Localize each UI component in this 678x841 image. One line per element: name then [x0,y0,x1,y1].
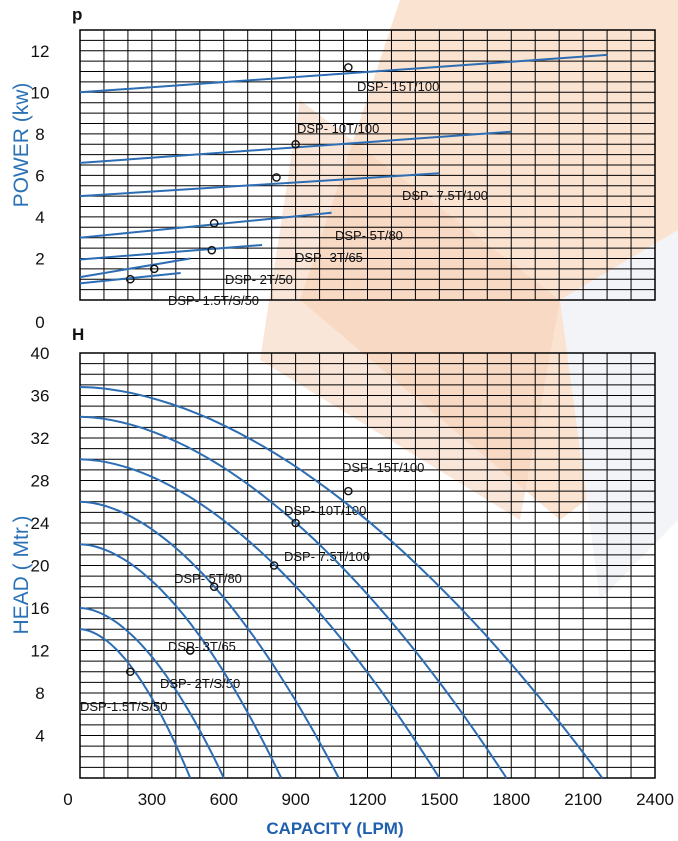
head-curve-line [79,500,340,779]
power-y-tick-label: 0 [35,313,44,332]
head-y-axis-title: HEAD ( Mtr.) [10,516,33,635]
head-curve-line [79,458,441,779]
head-series-label: DSP- 3T/65 [168,639,236,654]
power-curve-line [79,172,440,198]
head-y-tick-label: 32 [31,429,50,448]
head-plot-border [79,352,656,779]
head-series-label: DSP- 5T/80 [174,571,242,586]
x-tick-label: 0 [63,790,72,809]
head-y-tick-label: 20 [31,557,50,576]
x-axis-title: CAPACITY (LPM) [266,819,403,838]
power-duty-point [207,245,217,255]
head-series-label: DSP- 7.5T/100 [284,549,370,564]
power-series-label: DSP- 3T/65 [295,250,363,265]
head-y-tick-label: 12 [31,642,50,661]
grey-background-shape [560,230,678,600]
head-y-tick-label: 28 [31,472,50,491]
power-duty-point [272,173,281,182]
head-curve-line [79,628,192,779]
power-series-label: DSP- 5T/80 [335,228,403,243]
power-curve-line [79,272,181,285]
power-series-label: DSP- 7.5T/100 [402,188,488,203]
power-series-label: DSP- 15T/100 [357,79,439,94]
power-curve-line [79,257,191,279]
power-y-axis-title: POWER (kw) [10,83,33,208]
power-curve-line [79,211,332,239]
head-y-tick-label: 40 [31,344,50,363]
head-series-label: DSP- 2T/S/50 [160,676,240,691]
head-y-tick-label: 8 [35,684,44,703]
head-y-tick-label: 36 [31,387,50,406]
power-curve-line [79,53,608,94]
head-axis-letter: H [72,325,84,344]
head-duty-point [185,646,195,655]
power-duty-point [126,274,135,284]
power-plot-border [79,29,656,301]
x-tick-label: 1800 [492,790,530,809]
power-series-label: DSP- 10T/100 [297,121,379,136]
x-tick-label: 2400 [636,790,674,809]
power-y-tick-label: 10 [31,83,50,102]
power-duty-point [344,63,353,72]
head-curve-line [79,386,604,779]
head-series-label: DSP- 10T/100 [284,503,366,518]
power-y-tick-label: 8 [35,125,44,144]
head-y-tick-label: 4 [35,727,44,746]
x-tick-label: 900 [281,790,309,809]
x-tick-label: 600 [210,790,238,809]
power-y-tick-label: 2 [35,249,44,268]
power-duty-point [291,139,300,149]
head-series-label: DSP-1.5T/S/50 [80,699,167,714]
head-curve-line [79,607,225,779]
head-duty-point [269,561,279,570]
power-duty-point [209,218,219,228]
x-tick-label: 300 [138,790,166,809]
power-duty-point [149,264,159,274]
head-y-tick-label: 16 [31,599,50,618]
head-duty-point [344,486,353,496]
head-curve-line [79,543,283,779]
head-duty-point [291,518,300,528]
power-axis-letter: p [72,5,82,24]
x-tick-label: 1200 [349,790,387,809]
head-duty-point [126,667,135,677]
power-series-label: DSP- 2T/50 [225,272,293,287]
x-tick-label: 1500 [420,790,458,809]
head-series-label: DSP- 15T/100 [342,460,424,475]
head-y-tick-label: 24 [31,514,50,533]
power-curve-line [79,243,263,261]
x-tick-label: 2100 [564,790,602,809]
power-y-tick-label: 4 [35,208,44,227]
head-duty-point [209,582,219,592]
power-series-label: DSP- 1.5T/S/50 [168,293,259,308]
power-y-tick-label: 12 [31,42,50,61]
power-y-tick-label: 6 [35,166,44,185]
peach-background-shape-dark [260,100,560,520]
